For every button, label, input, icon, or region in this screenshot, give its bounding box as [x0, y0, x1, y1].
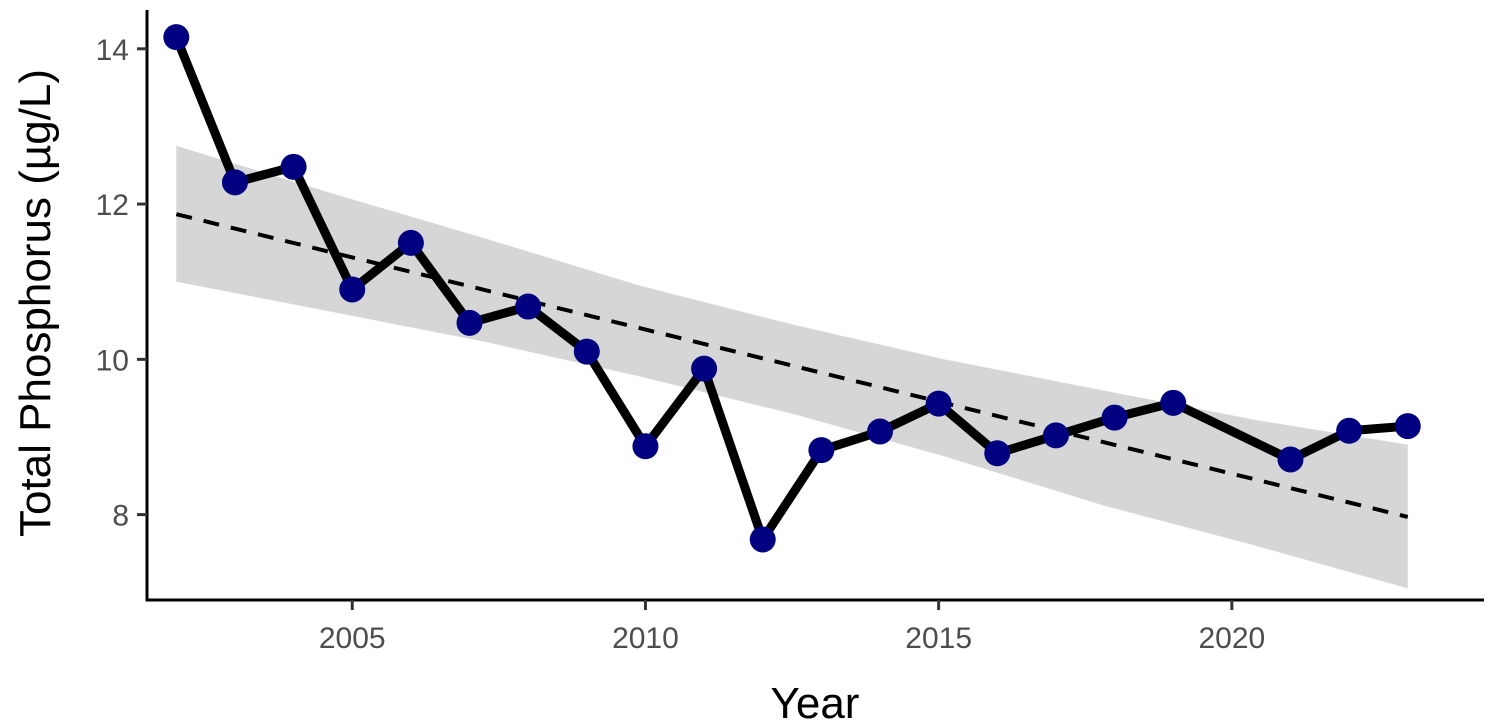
data-line-segment	[758, 445, 826, 544]
data-line-segment	[289, 162, 357, 294]
data-line-segment	[406, 238, 475, 328]
x-tick-label: 2020	[1198, 622, 1265, 655]
data-point	[691, 355, 718, 382]
data-point-layer	[163, 24, 1421, 553]
data-line-segment	[171, 32, 240, 187]
y-tick-label: 14	[96, 34, 129, 67]
data-line-segment	[640, 364, 709, 451]
data-point	[1160, 389, 1187, 416]
data-point	[397, 229, 424, 256]
data-point	[573, 338, 600, 365]
data-point	[221, 169, 248, 196]
axes-layer: 2005 2010 2015 2020 8 10 12 14	[96, 10, 1484, 655]
data-point	[984, 440, 1011, 467]
y-axis-title: Total Phosphorus (µg/L)	[11, 69, 60, 537]
data-point	[925, 390, 952, 417]
data-point	[632, 433, 659, 460]
data-point	[1101, 404, 1128, 431]
data-point	[749, 526, 776, 553]
y-tick-label: 8	[112, 500, 129, 533]
data-line-segment	[1168, 398, 1295, 464]
data-point	[1042, 422, 1069, 449]
data-point	[1277, 446, 1304, 473]
y-tick-label: 10	[96, 344, 129, 377]
x-tick-label: 2010	[612, 622, 679, 655]
data-point	[1336, 417, 1363, 444]
x-tick-label: 2015	[905, 622, 972, 655]
data-point	[515, 293, 542, 320]
data-line-segment	[582, 347, 650, 451]
y-tick-label: 12	[96, 189, 129, 222]
x-axis-title: Year	[771, 679, 860, 723]
data-point	[163, 24, 190, 51]
x-tick-label: 2005	[319, 622, 386, 655]
data-point	[808, 437, 835, 464]
data-line-segment	[699, 364, 768, 544]
confidence-band-layer	[176, 145, 1408, 589]
data-point	[867, 418, 894, 445]
data-point	[1394, 413, 1421, 440]
data-point	[456, 309, 483, 336]
data-point	[280, 153, 307, 180]
data-point	[339, 276, 366, 303]
confidence-band	[176, 145, 1408, 589]
